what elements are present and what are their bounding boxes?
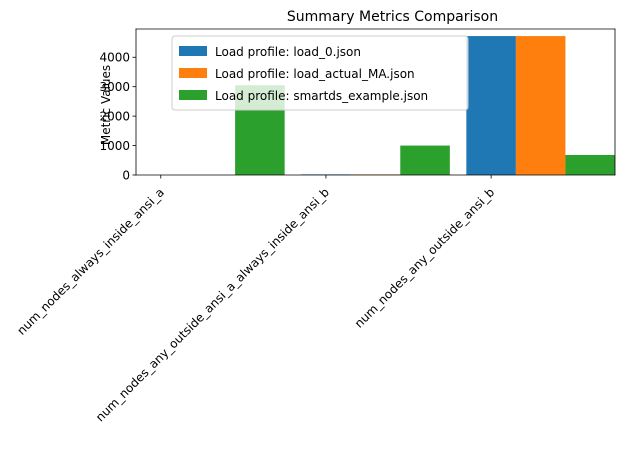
- bar-series-0-cat-2: [466, 36, 516, 176]
- bar-series-1-cat-2: [515, 36, 566, 176]
- y-tick-label: 4000: [99, 51, 130, 65]
- legend: Load profile: load_0.json Load profile: l…: [171, 35, 469, 111]
- legend-label-1: Load profile: load_actual_MA.json: [215, 67, 415, 81]
- bar-series-2-cat-2: [565, 154, 615, 175]
- y-tick-label: 2000: [99, 109, 130, 123]
- bar-series-2-cat-1: [400, 145, 450, 175]
- legend-swatch-1: [179, 68, 207, 78]
- y-tick-label: 0: [122, 168, 130, 182]
- legend-swatch-0: [179, 46, 207, 56]
- axes-frame: [135, 28, 616, 176]
- chart-title: Summary Metrics Comparison: [287, 9, 498, 25]
- legend-box: [171, 35, 469, 111]
- y-axis-label: Metric Values: [99, 65, 113, 145]
- y-tick-label: 3000: [99, 80, 130, 94]
- y-tick-label: 1000: [99, 139, 130, 153]
- legend-label-0: Load profile: load_0.json: [215, 45, 361, 59]
- y-axis: 0 1000 2000 3000 4000: [99, 51, 136, 182]
- legend-label-2: Load profile: smartds_example.json: [215, 89, 428, 103]
- legend-swatch-2: [179, 90, 207, 100]
- bars-layer: [235, 36, 615, 176]
